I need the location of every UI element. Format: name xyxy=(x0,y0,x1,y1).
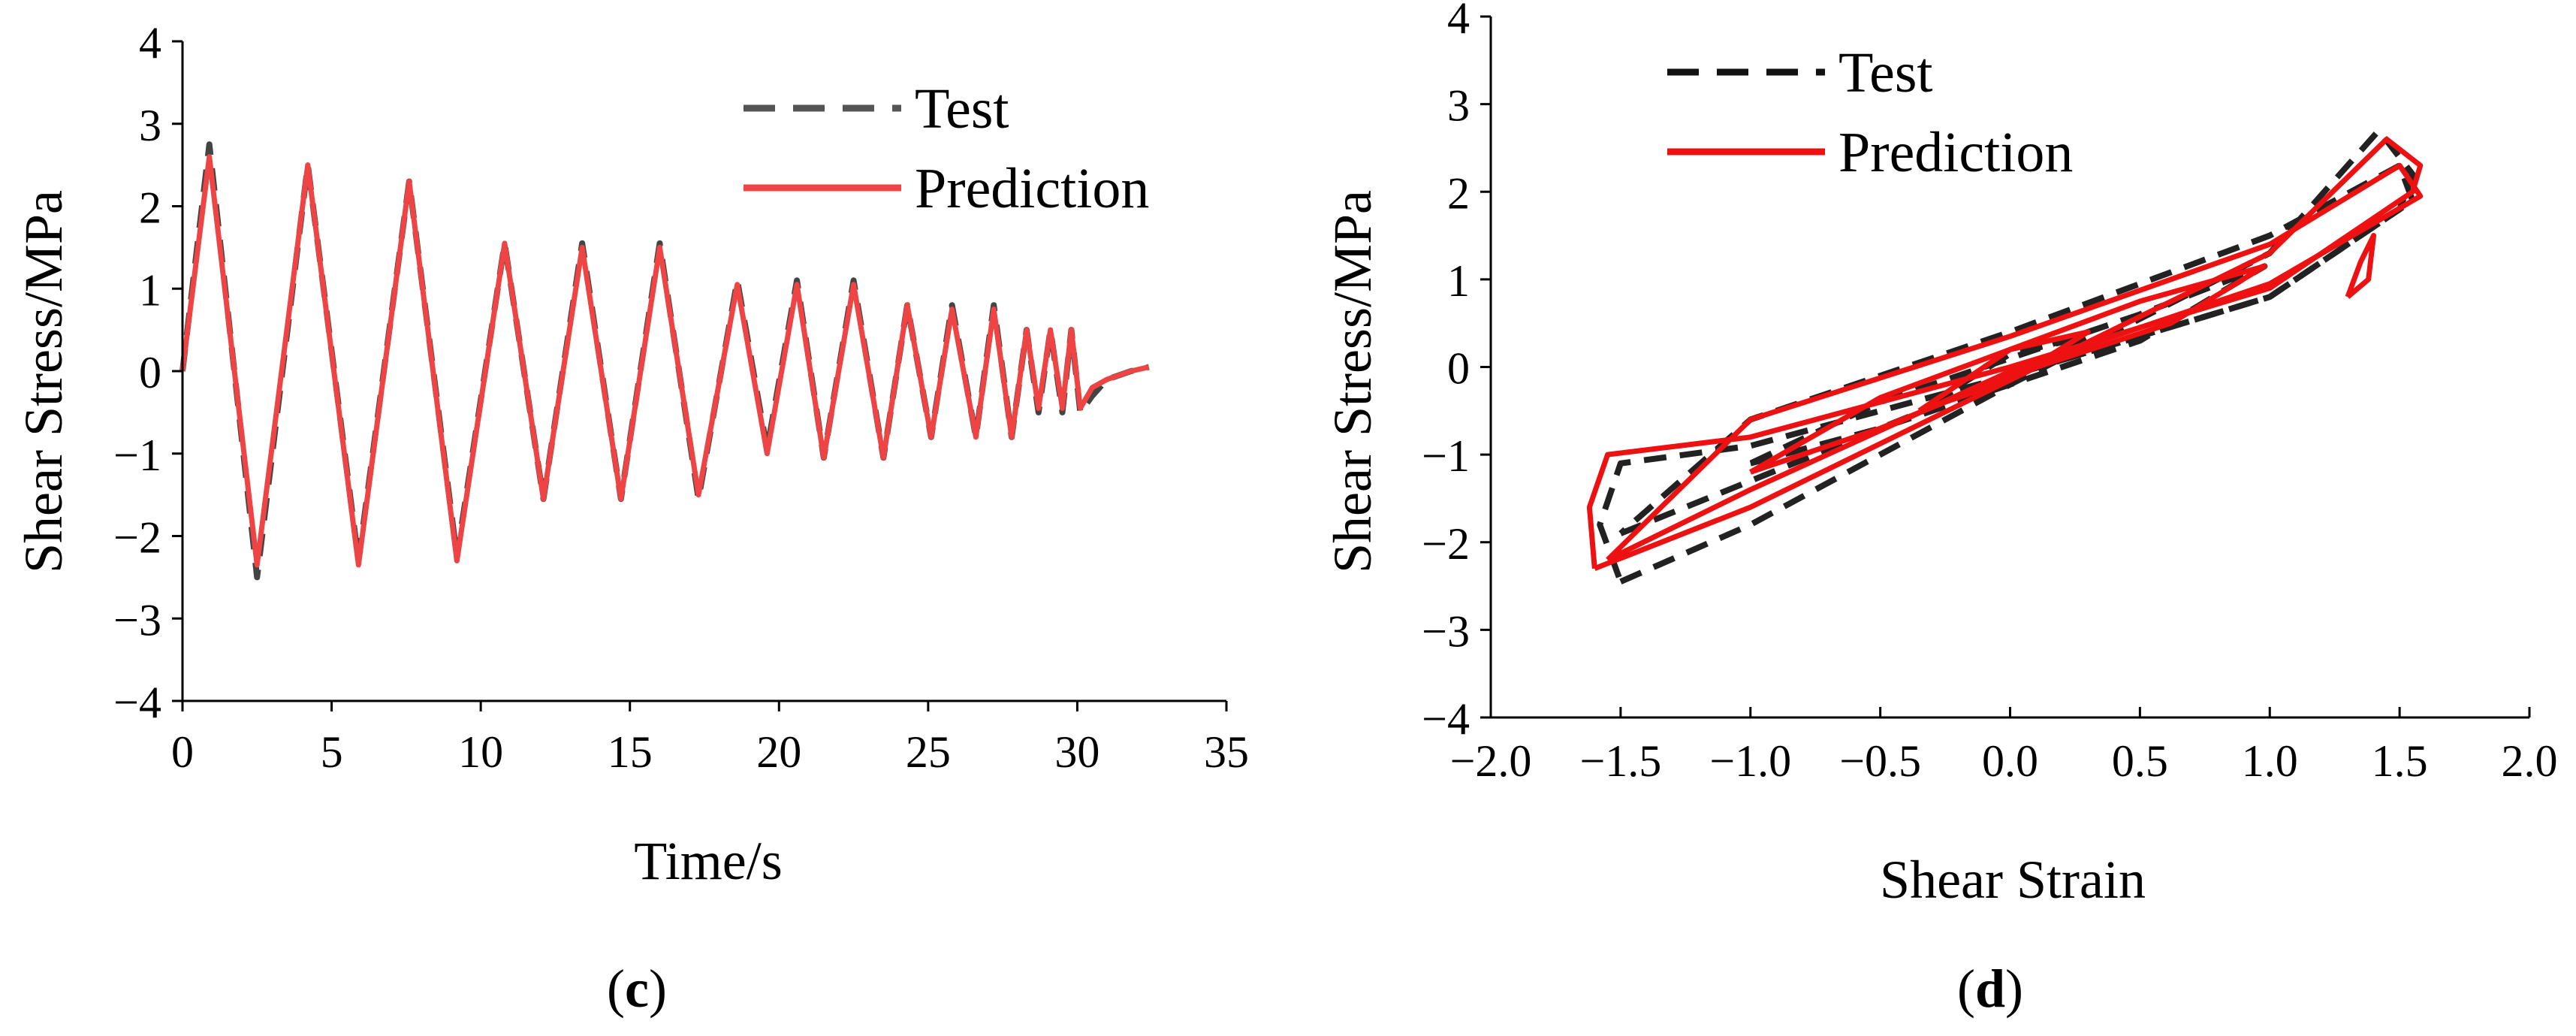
chart-c-x-tick-labels: 0 5 10 15 20 25 30 35 xyxy=(171,727,1249,777)
chart-d-legend-prediction-label: Prediction xyxy=(1838,121,2073,184)
chart-d-x-tick-label: −2.0 xyxy=(1450,736,1532,786)
chart-c-x-tick-label: 5 xyxy=(321,727,343,777)
chart-c-x-tick-label: 20 xyxy=(756,727,801,777)
chart-d-y-tick-label: −1 xyxy=(1422,431,1470,481)
chart-d-legend: Test Prediction xyxy=(1667,41,2073,184)
chart-d-plot-area xyxy=(1586,127,2424,584)
chart-d-x-tick-label: −0.5 xyxy=(1839,736,1921,786)
chart-c-x-tick-label: 25 xyxy=(906,727,951,777)
chart-c-x-tick-label: 0 xyxy=(171,727,194,777)
chart-c-y-tick-labels: 4 3 2 1 0 −1 −2 −3 −4 xyxy=(113,18,161,727)
chart-c-legend-test-label: Test xyxy=(915,77,1009,140)
chart-d-x-axis-title: Shear Strain xyxy=(1880,850,2146,910)
chart-c-legend-prediction-label: Prediction xyxy=(915,157,1149,220)
chart-d-x-tick-labels: −2.0 −1.5 −1.0 −0.5 0.0 0.5 1.0 1.5 2.0 xyxy=(1450,736,2558,786)
chart-d-y-tick-label: 0 xyxy=(1447,344,1470,394)
chart-c-y-tick-label: −2 xyxy=(113,513,161,563)
chart-d-x-tick-label: 1.0 xyxy=(2242,736,2298,786)
chart-c-y-tick-label: −4 xyxy=(113,678,161,727)
chart-d-y-tick-label: −3 xyxy=(1422,606,1470,656)
chart-d-x-tick-label: −1.5 xyxy=(1579,736,1661,786)
chart-d-x-tick-label: 0.0 xyxy=(1982,736,2038,786)
chart-c-plot-area xyxy=(179,141,1150,581)
chart-d-legend-test-label: Test xyxy=(1838,41,1933,104)
chart-d-series-prediction-loop-5 xyxy=(2345,233,2377,299)
chart-c-x-tick-label: 35 xyxy=(1204,727,1249,777)
chart-d-x-tick-label: 0.5 xyxy=(2112,736,2168,786)
chart-d-y-tick-label: 1 xyxy=(1447,256,1470,306)
chart-c-x-axis-title: Time/s xyxy=(634,831,782,891)
chart-c-y-axis-title: Shear Stress/MPa xyxy=(14,190,74,573)
chart-panel-d: −2.0 −1.5 −1.0 −0.5 0.0 0.5 1.0 1.5 2.0 4 3 2 1 0 −1 −… xyxy=(1323,0,2558,1019)
chart-c-y-tick-label: 3 xyxy=(139,101,161,150)
chart-c-x-tick-label: 15 xyxy=(608,727,653,777)
chart-c-y-tick-label: 0 xyxy=(139,348,161,397)
chart-c-y-tick-label: 2 xyxy=(139,183,161,233)
chart-d-y-tick-labels: 4 3 2 1 0 −1 −2 −3 −4 xyxy=(1422,0,1470,744)
chart-c-series-prediction xyxy=(179,154,1150,568)
chart-d-y-tick-label: 4 xyxy=(1447,0,1470,43)
chart-d-y-tick-label: 2 xyxy=(1447,168,1470,218)
chart-c-y-tick-label: −3 xyxy=(113,595,161,645)
chart-c-panel-label: (c) xyxy=(607,959,667,1019)
chart-d-series-prediction-loop-2 xyxy=(1606,162,2424,563)
chart-c-y-tick-label: −1 xyxy=(113,430,161,480)
chart-c-axes xyxy=(172,40,1228,711)
chart-d-x-tick-label: −1.0 xyxy=(1709,736,1791,786)
chart-d-y-axis-title: Shear Stress/MPa xyxy=(1323,190,1383,573)
chart-c-x-tick-label: 10 xyxy=(458,727,503,777)
chart-d-y-tick-label: −2 xyxy=(1422,519,1470,569)
chart-c-x-tick-label: 30 xyxy=(1054,727,1099,777)
chart-d-series-prediction-loop-4 xyxy=(1917,329,2091,414)
chart-d-axes xyxy=(1480,15,2531,719)
chart-d-y-tick-label: 3 xyxy=(1447,81,1470,131)
chart-c-legend: Test Prediction xyxy=(744,77,1149,220)
chart-d-panel-label: (d) xyxy=(1957,959,2023,1019)
chart-d-x-tick-label: 1.5 xyxy=(2372,736,2428,786)
chart-c-y-tick-label: 1 xyxy=(139,265,161,315)
chart-d-y-tick-label: −4 xyxy=(1422,694,1470,744)
chart-d-x-tick-label: 2.0 xyxy=(2502,736,2558,786)
chart-c-y-tick-label: 4 xyxy=(139,18,161,68)
